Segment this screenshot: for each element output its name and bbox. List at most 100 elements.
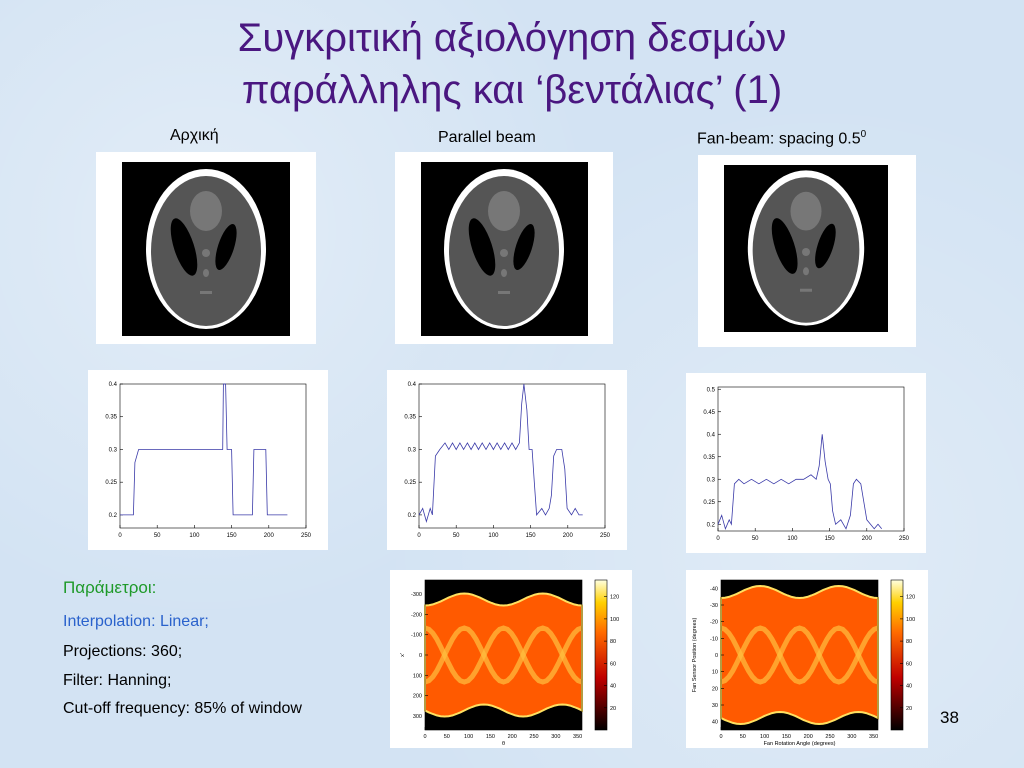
x-tick-label: 50 xyxy=(453,533,460,539)
y-tick-label: 20 xyxy=(712,686,718,692)
colorbar-tick-label: 100 xyxy=(906,617,915,623)
x-axis-label: Fan Rotation Angle (degrees) xyxy=(764,741,836,747)
profile-line xyxy=(717,434,883,531)
x-tick-label: 200 xyxy=(862,536,873,542)
colorbar xyxy=(890,579,904,731)
sinogram-curve xyxy=(720,625,879,685)
y-tick-label: -10 xyxy=(710,636,718,642)
y-tick-label: 30 xyxy=(712,703,718,709)
blob xyxy=(790,191,822,231)
y-tick-label: 40 xyxy=(712,720,718,726)
y-tick-label: 0.5 xyxy=(707,387,716,393)
y-tick-label: 0.35 xyxy=(105,415,117,421)
y-axis-label: x' xyxy=(400,653,406,657)
y-tick-label: 0.3 xyxy=(109,447,118,453)
colorbar-tick-label: 100 xyxy=(610,617,619,623)
colorbar-tick-label: 80 xyxy=(906,639,912,645)
y-tick-label: 0.3 xyxy=(408,447,417,453)
ventricle xyxy=(815,223,836,269)
sinogram-curve xyxy=(424,625,583,685)
x-tick-label: 100 xyxy=(787,536,798,542)
y-tick-label: -20 xyxy=(710,620,718,626)
profile-plot: 0 50 100 150 200 250 0.2 0.25 0.3 0.35 0.4 0.45 0.5 xyxy=(686,373,926,553)
x-tick-label: 250 xyxy=(825,734,834,740)
y-tick-label: 0.45 xyxy=(703,410,715,416)
y-tick-label: 0.25 xyxy=(105,480,117,486)
x-tick-label: 150 xyxy=(782,734,791,740)
x-tick-label: 200 xyxy=(264,533,275,539)
spot xyxy=(802,248,810,256)
x-tick-label: 50 xyxy=(444,734,450,740)
profile-plot: 0 50 100 150 200 250 0.2 0.25 0.3 0.35 0.4 xyxy=(88,370,328,550)
x-tick-label: 0 xyxy=(417,533,421,539)
x-tick-label: 200 xyxy=(563,533,574,539)
y-tick-label: -200 xyxy=(411,612,422,618)
spot xyxy=(501,269,507,277)
colorbar-tick-label: 20 xyxy=(610,706,616,712)
x-tick-label: 100 xyxy=(760,734,769,740)
label-sup: 0 xyxy=(860,129,867,140)
x-tick-label: 350 xyxy=(573,734,582,740)
y-tick-label: 0.25 xyxy=(703,500,715,506)
x-tick-label: 250 xyxy=(301,533,312,539)
y-tick-label: 200 xyxy=(413,694,422,700)
x-tick-label: 0 xyxy=(118,533,122,539)
phantom-drawing xyxy=(747,170,865,326)
phantom-drawing xyxy=(444,169,564,329)
y-tick-label: 10 xyxy=(712,670,718,676)
params-line: Cut-off frequency: 85% of window xyxy=(63,700,302,717)
x-tick-label: 250 xyxy=(529,734,538,740)
small-spots xyxy=(498,291,510,294)
y-tick-label: 0 xyxy=(715,653,718,659)
y-tick-label: -30 xyxy=(710,603,718,609)
y-tick-label: 0.4 xyxy=(408,382,417,388)
params-heading: Παράμετροι: xyxy=(63,578,157,597)
colorbar-tick-label: 120 xyxy=(610,595,619,601)
plot-frame xyxy=(387,370,627,550)
colorbar-tick-label: 80 xyxy=(610,639,616,645)
y-tick-label: 0.2 xyxy=(109,513,118,519)
y-tick-label: 0.4 xyxy=(109,382,118,388)
plot-axes xyxy=(717,386,905,532)
colorbar-tick-label: 60 xyxy=(906,661,912,667)
y-tick-label: -40 xyxy=(710,586,718,592)
x-tick-label: 150 xyxy=(526,533,537,539)
plot-axes xyxy=(418,383,606,529)
x-tick-label: 200 xyxy=(508,734,517,740)
x-tick-label: 150 xyxy=(486,734,495,740)
phantom-drawing xyxy=(146,169,266,329)
colorbar-tick-label: 60 xyxy=(610,661,616,667)
blob xyxy=(190,191,222,231)
y-tick-label: 300 xyxy=(413,714,422,720)
x-tick-label: 0 xyxy=(719,734,722,740)
sinogram: 0 50 100 150 200 250 300 350 -300 -200 -100 0 100 200… xyxy=(390,570,632,748)
title: Συγκριτική αξιολόγηση δεσμών παράλληλης … xyxy=(0,12,1024,116)
y-tick-label: 0.2 xyxy=(408,513,417,519)
sinogram-band xyxy=(720,584,879,726)
y-tick-label: -100 xyxy=(411,633,422,639)
column-label: Αρχική xyxy=(170,127,219,144)
x-tick-label: 50 xyxy=(154,533,161,539)
x-tick-label: 200 xyxy=(804,734,813,740)
title-line: παράλληλης και ‘βεντάλιας’ (1) xyxy=(241,68,783,112)
sinogram-band xyxy=(424,592,583,718)
small-spots xyxy=(200,291,212,294)
ventricle xyxy=(468,218,496,276)
x-tick-label: 100 xyxy=(464,734,473,740)
plot-frame xyxy=(686,373,926,553)
params-line: Projections: 360; xyxy=(63,643,183,660)
x-tick-label: 0 xyxy=(423,734,426,740)
column-label: Parallel beam xyxy=(438,129,536,146)
colorbar-tick-label: 40 xyxy=(610,684,616,690)
ventricle xyxy=(771,218,798,274)
x-tick-label: 0 xyxy=(716,536,720,542)
ventricle xyxy=(513,224,535,270)
profile-line xyxy=(120,383,288,516)
y-tick-label: 0.25 xyxy=(404,480,416,486)
y-tick-label: 0 xyxy=(419,653,422,659)
x-tick-label: 250 xyxy=(600,533,611,539)
colorbar-tick-label: 20 xyxy=(906,706,912,712)
y-axis-label: Fan Sensor Position (degrees) xyxy=(692,618,698,693)
